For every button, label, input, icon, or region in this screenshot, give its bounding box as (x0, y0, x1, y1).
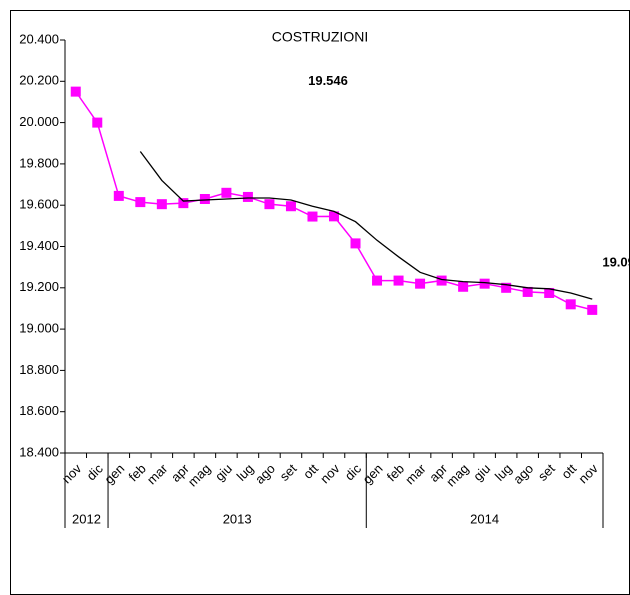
marker (285, 201, 296, 212)
y-tick-label: 19.000 (19, 321, 59, 336)
group-label: 2014 (470, 511, 499, 526)
marker (242, 191, 253, 202)
marker (307, 211, 318, 222)
series-line (139, 151, 593, 300)
marker (436, 275, 447, 286)
data-label: 19.093 (602, 254, 630, 269)
marker (393, 275, 404, 286)
marker (264, 199, 275, 210)
y-tick-label: 19.600 (19, 197, 59, 212)
y-tick-label: 18.400 (19, 444, 59, 459)
marker (415, 278, 426, 289)
marker (458, 281, 469, 292)
marker (156, 199, 167, 210)
y-tick-label: 18.600 (19, 403, 59, 418)
marker (329, 211, 339, 222)
marker (113, 190, 124, 201)
group-label: 2013 (223, 511, 252, 526)
marker (178, 198, 189, 209)
group-label: 2012 (72, 511, 101, 526)
y-tick-label: 19.800 (19, 155, 59, 170)
y-tick-label: 18.800 (19, 362, 59, 377)
marker (565, 299, 576, 310)
marker (587, 304, 598, 315)
marker (135, 197, 146, 208)
marker (372, 275, 383, 286)
marker (70, 86, 81, 97)
marker (350, 238, 361, 249)
marker (522, 286, 533, 297)
frame (10, 10, 630, 595)
y-tick-label: 19.200 (19, 279, 59, 294)
marker (479, 278, 490, 289)
y-tick-label: 20.000 (19, 114, 59, 129)
data-label: 19.546 (308, 73, 348, 88)
y-tick-label: 20.400 (19, 31, 59, 46)
marker (92, 117, 103, 128)
marker (501, 282, 512, 293)
y-tick-label: 20.200 (19, 73, 59, 88)
marker (544, 287, 555, 298)
marker (199, 194, 210, 205)
chart-title: COSTRUZIONI (272, 29, 368, 45)
y-tick-label: 19.400 (19, 238, 59, 253)
marker (221, 187, 232, 198)
